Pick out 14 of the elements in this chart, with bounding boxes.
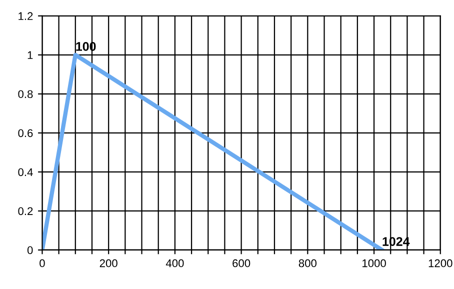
x-tick-label: 200 xyxy=(100,259,118,268)
x-tick-label: 800 xyxy=(298,259,316,268)
x-tick-label: 400 xyxy=(166,259,184,268)
y-tick-label: 0.2 xyxy=(18,207,33,216)
y-tick-label: 1 xyxy=(28,51,33,59)
y-tick-label: 0 xyxy=(27,246,33,254)
x-tick-label: 600 xyxy=(232,259,250,268)
y-tick-label: 1.2 xyxy=(18,12,33,20)
x-tick-label: 1200 xyxy=(428,259,452,268)
x-tick-label: 1000 xyxy=(362,259,386,268)
x-tick-label: 0 xyxy=(40,259,45,268)
y-tick-label: 0.4 xyxy=(18,168,33,176)
y-tick-label: 0.6 xyxy=(18,129,33,138)
y-tick-label: 0.8 xyxy=(18,90,33,98)
